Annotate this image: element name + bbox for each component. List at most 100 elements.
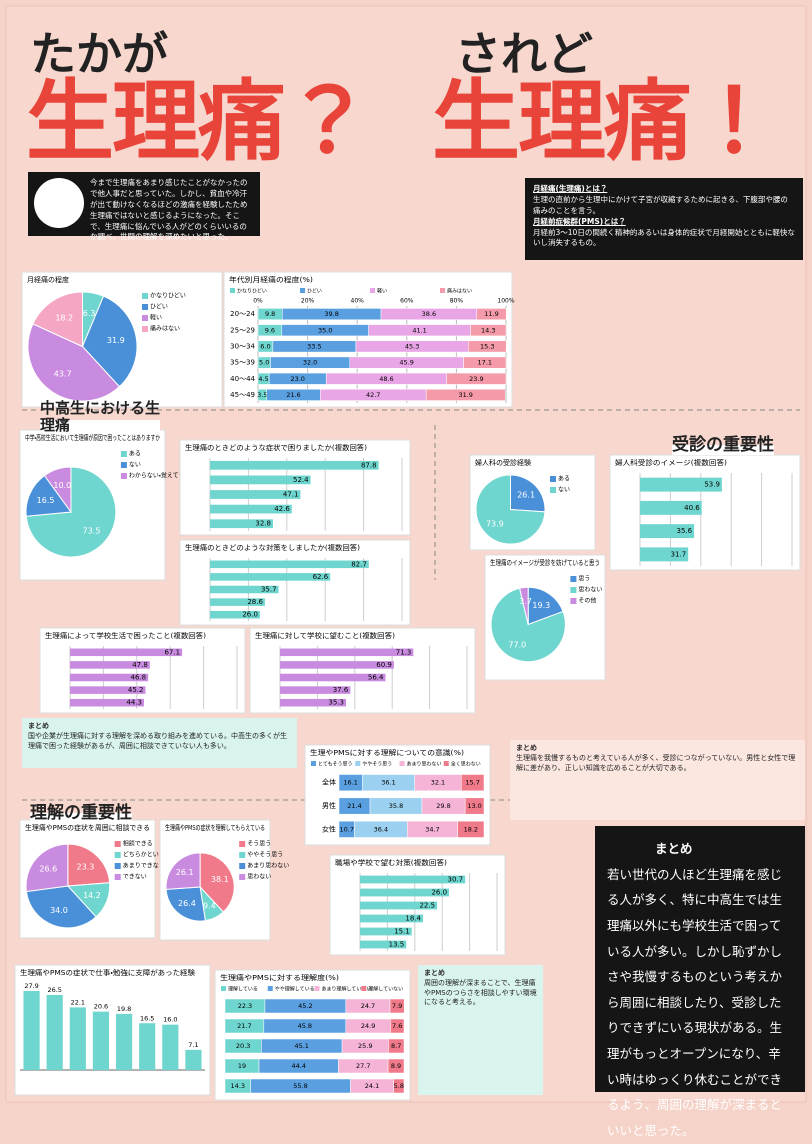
slice-label: 31.9 (107, 336, 125, 345)
bar-label: 26.0 (431, 889, 447, 897)
note-heading: まとめ (516, 744, 537, 752)
segment-label: 45.1 (294, 1042, 308, 1050)
section-title: 中高生における生理痛 (40, 400, 160, 433)
definition-term: 月経痛(生理痛)とは？ (533, 184, 795, 195)
chart-title: 生理痛やPMSの症状を周囲に相談できる (25, 823, 150, 832)
category: 40〜44 (230, 375, 255, 383)
x-tick-label: 40% (351, 298, 365, 305)
segment-label: 7.6 (392, 1022, 402, 1030)
legend-swatch (239, 852, 245, 858)
legend-swatch (121, 451, 127, 457)
segment-label: 22.3 (238, 1002, 252, 1010)
legend-label: あまりできない (123, 863, 165, 870)
bar (70, 1007, 86, 1070)
legend-label: ない (558, 487, 570, 494)
bar-label: 22.1 (71, 998, 85, 1006)
summary-text: 若い世代の人ほど生理痛を感じる人が多く、特に中高生では生理痛以外にも学校生活で困… (607, 862, 793, 1144)
category: 30〜34 (230, 342, 255, 350)
segment-label: 17.1 (478, 359, 492, 367)
page: poster html,body{margin:0;padding:0} bod… (0, 0, 812, 1108)
definitions: 月経痛(生理痛)とは？ 生理の直前から生理中にかけて子宮が収縮するために起きる、… (525, 178, 803, 260)
bar (116, 1014, 132, 1070)
x-tick-label: 20% (301, 298, 315, 305)
bar-label: 47.8 (132, 661, 148, 669)
legend-swatch (315, 986, 320, 991)
bar-label: 46.8 (131, 674, 147, 682)
definition-term: 月経前症候群(PMS)とは？ (533, 217, 795, 228)
chart-title: 生理痛に対して学校に望むこと(複数回答) (255, 631, 395, 640)
chart-title: 月経痛の程度 (27, 275, 69, 284)
legend-label: 痛みはない (447, 288, 472, 295)
segment-label: 5.0 (259, 359, 269, 367)
segment-label: 48.6 (379, 375, 393, 383)
bar (210, 461, 379, 470)
segment-label: 6.0 (260, 342, 270, 350)
note-text: 生理痛を我慢するものと考えている人が多く、受診につながっていない。男性と女性で理… (516, 754, 795, 772)
segment-label: 9.6 (265, 326, 275, 334)
slice-label: 38.1 (211, 875, 229, 884)
definition-text: 生理の直前から生理中にかけて子宮が収縮するために起きる、下腹部や腰の痛みのことを… (533, 195, 795, 217)
slice-label: 26.6 (39, 864, 57, 873)
definition-text: 月経前3〜10日の間続く精神的あるいは身体的症状で月経開始とともに軽快ないし消失… (533, 228, 795, 250)
slice-label: 77.0 (508, 640, 526, 649)
segment-label: 14.3 (481, 326, 495, 334)
segment-label: 8.9 (391, 1062, 401, 1070)
legend-label: あまり思わない (247, 863, 289, 870)
legend-swatch (121, 473, 127, 479)
category: 全体 (322, 778, 336, 787)
segment-label: 8.7 (391, 1042, 401, 1050)
note: まとめ周囲の理解が深まることで、生理痛やPMSのつらさを相談しやすい環境になると… (418, 965, 543, 1095)
slice-label: 73.9 (486, 520, 504, 529)
segment-label: 35.8 (389, 802, 403, 810)
poster: {"header":{"left_small":"たかが","left_big"… (0, 0, 812, 1108)
legend-swatch (115, 841, 121, 847)
segment-label: 27.7 (356, 1062, 370, 1070)
chart-title: 職場や学校で望む対策(複数回答) (335, 858, 447, 867)
legend-label: 理解している (228, 986, 258, 993)
bar (162, 1025, 178, 1070)
bar-label: 71.3 (396, 648, 412, 656)
chart-title: 婦人科の受診経験 (475, 458, 531, 467)
category: 45〜49 (230, 391, 255, 399)
bar (185, 1050, 201, 1070)
segment-label: 13.0 (467, 802, 481, 810)
legend-swatch (142, 326, 148, 332)
segment-label: 24.9 (361, 1022, 375, 1030)
chart-title: 生理やPMSに対する理解についての意識(%) (310, 748, 464, 757)
segment-label: 11.9 (484, 310, 498, 318)
legend-label: 思わない (578, 587, 602, 594)
segment-label: 21.7 (237, 1022, 251, 1030)
legend-label: 相談できる (123, 840, 153, 848)
legend-label: 痛みはない (150, 325, 180, 333)
segment-label: 35.0 (318, 326, 332, 334)
segment-label: 34.7 (425, 825, 439, 833)
section-title: 理解の重要性 (30, 798, 132, 823)
category: 35〜39 (230, 359, 255, 367)
legend-label: かなりひどい (237, 288, 267, 295)
legend-label: あまり思わない (407, 761, 442, 768)
x-tick-label: 0% (253, 298, 263, 305)
segment-label: 3.5 (257, 391, 267, 399)
segment-label: 14.3 (231, 1082, 245, 1090)
segment-label: 55.8 (293, 1082, 307, 1090)
legend-swatch (370, 288, 375, 293)
segment-label: 31.9 (458, 391, 472, 399)
segment-label: 23.9 (469, 375, 483, 383)
bar-label: 16.5 (140, 1014, 154, 1022)
legend-swatch (444, 761, 449, 766)
segment-label: 15.7 (465, 779, 479, 787)
legend-swatch (115, 863, 121, 869)
header-title: 生理痛！ (432, 78, 776, 166)
bar-label: 42.6 (274, 505, 290, 513)
category: 女性 (322, 824, 336, 833)
bar-label: 37.6 (333, 686, 349, 694)
bar-label: 19.8 (117, 1005, 131, 1013)
legend-label: 理解していない (368, 986, 403, 993)
bar-label: 40.6 (684, 504, 700, 512)
slice-label: 3.7 (519, 597, 532, 606)
bar-label: 52.4 (293, 476, 309, 484)
bar-label: 31.7 (671, 550, 687, 558)
chart-title: 生理痛やPMSの症状で仕事・勉強に支障があった経験 (20, 968, 195, 977)
slice-label: 10.0 (53, 481, 71, 490)
segment-label: 32.0 (303, 359, 317, 367)
